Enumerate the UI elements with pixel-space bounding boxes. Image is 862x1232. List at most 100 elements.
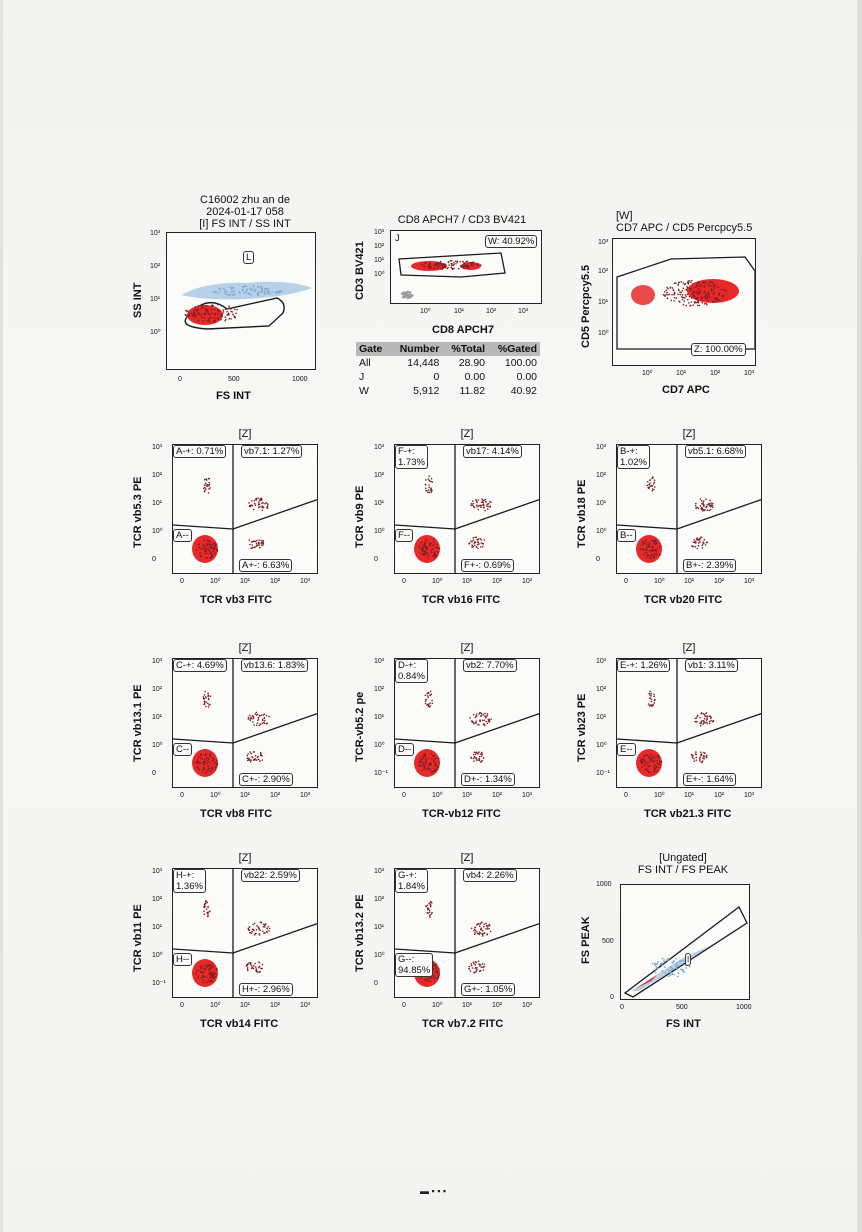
event-dot bbox=[427, 764, 429, 767]
event-dot bbox=[700, 284, 702, 286]
event-dot bbox=[473, 722, 475, 725]
event-dot bbox=[247, 293, 250, 295]
event-dot bbox=[673, 292, 676, 295]
event-dot bbox=[254, 290, 256, 293]
plot-area[interactable]: B-+: 1.02% vb5.1: 6.68% B-- B+-: 2.39% bbox=[616, 444, 762, 574]
event-dot bbox=[472, 713, 475, 716]
event-dot bbox=[651, 489, 654, 492]
plot-area[interactable]: L bbox=[166, 232, 316, 370]
event-dot bbox=[681, 289, 684, 292]
event-dots bbox=[247, 921, 271, 936]
event-dot bbox=[422, 548, 424, 551]
event-dot bbox=[199, 761, 201, 764]
event-dot bbox=[184, 314, 186, 316]
event-dot bbox=[280, 291, 283, 293]
event-dot bbox=[259, 751, 262, 754]
event-dot bbox=[667, 975, 670, 978]
event-dot bbox=[431, 480, 433, 483]
quadrant-label-ll: E-- bbox=[617, 743, 636, 756]
event-dot bbox=[480, 501, 483, 504]
event-dot bbox=[186, 314, 189, 317]
event-dot bbox=[483, 499, 485, 501]
event-dot bbox=[259, 546, 261, 549]
event-dot bbox=[474, 932, 476, 934]
event-dot bbox=[712, 502, 714, 505]
event-dot bbox=[209, 967, 212, 970]
event-dots bbox=[195, 963, 218, 984]
event-dot bbox=[259, 499, 261, 502]
event-dot bbox=[701, 302, 703, 304]
plot-area[interactable]: H-+: 1.36% vb22: 2.59% H-- H+-: 2.96% bbox=[172, 868, 318, 998]
y-tick: 10³ bbox=[152, 868, 163, 875]
event-dot bbox=[474, 933, 476, 936]
event-dot bbox=[433, 554, 435, 557]
event-dot bbox=[477, 922, 480, 925]
event-dot bbox=[652, 483, 655, 485]
event-dot bbox=[430, 488, 433, 490]
event-dot bbox=[695, 284, 698, 287]
event-dot bbox=[690, 301, 693, 303]
plot-area[interactable]: G-+: 1.84% vb4: 2.26% G--: 94.85% G+-: 1… bbox=[394, 868, 540, 998]
event-dot bbox=[677, 283, 679, 286]
plot-area[interactable]: D-+: 0.84% vb2: 7.70% D-- D+-: 1.34% bbox=[394, 658, 540, 788]
event-dot bbox=[687, 298, 689, 301]
event-dot bbox=[430, 491, 432, 494]
event-dot bbox=[481, 753, 483, 756]
plot-area[interactable]: F-+: 1.73% vb17: 4.14% F-- F+-: 0.69% bbox=[394, 444, 540, 574]
event-dot bbox=[429, 916, 431, 918]
event-dot bbox=[430, 266, 432, 269]
event-dot bbox=[247, 753, 249, 755]
event-dot bbox=[425, 539, 427, 542]
event-dot bbox=[473, 929, 475, 932]
event-dot bbox=[222, 309, 224, 311]
event-dot bbox=[654, 764, 656, 766]
event-dot bbox=[214, 552, 216, 555]
event-dot bbox=[639, 548, 641, 550]
event-dot bbox=[247, 963, 249, 965]
plot-area[interactable]: Z: 100.00% bbox=[612, 238, 756, 366]
event-dot bbox=[476, 932, 479, 935]
event-dot bbox=[204, 964, 207, 966]
x-tick: 10⁰ bbox=[210, 792, 221, 799]
x-tick: 10³ bbox=[300, 578, 311, 585]
event-dot bbox=[485, 720, 487, 723]
event-dot bbox=[207, 318, 210, 320]
event-dot bbox=[268, 293, 271, 295]
y-tick: 10⁰ bbox=[596, 742, 607, 749]
x-tick: 10² bbox=[492, 578, 503, 585]
event-dot bbox=[258, 966, 260, 969]
event-dot bbox=[258, 544, 260, 547]
event-dot bbox=[432, 544, 434, 546]
event-dot bbox=[214, 312, 217, 315]
event-dot bbox=[688, 295, 691, 298]
event-dot bbox=[682, 969, 684, 971]
event-dot bbox=[432, 976, 435, 978]
event-dot bbox=[268, 927, 271, 930]
plot-area[interactable]: A-+: 0.71% vb7.1: 1.27% A-- A+-: 6.63% bbox=[172, 444, 318, 574]
event-dot bbox=[244, 285, 247, 288]
event-dots bbox=[694, 712, 715, 727]
event-dot bbox=[420, 552, 422, 555]
event-dot bbox=[436, 971, 439, 973]
event-dot bbox=[645, 761, 647, 763]
plot-area[interactable]: I bbox=[620, 884, 750, 1000]
event-dot bbox=[697, 507, 700, 510]
stats-header: %Gated bbox=[488, 342, 540, 356]
y-tick: 0 bbox=[152, 770, 156, 777]
event-dot bbox=[696, 715, 698, 718]
event-dot bbox=[700, 751, 702, 753]
plot-area[interactable]: E-+: 1.26% vb1: 3.11% E-- E+-: 1.64% bbox=[616, 658, 762, 788]
event-dot bbox=[207, 964, 210, 966]
page-footer: ▬ ▪ ▪ ▪ bbox=[420, 1186, 447, 1196]
event-dot bbox=[453, 262, 455, 264]
x-tick: 10¹ bbox=[240, 1002, 251, 1009]
event-dot bbox=[711, 506, 714, 509]
plot-area[interactable]: C-+: 4.69% vb13.6: 1.83% C-- C+-: 2.90% bbox=[172, 658, 318, 788]
event-dot bbox=[430, 478, 433, 480]
event-dot bbox=[692, 283, 694, 285]
plot-area[interactable]: J W: 40.92% bbox=[390, 230, 542, 304]
event-dot bbox=[211, 759, 214, 762]
event-dot bbox=[434, 770, 436, 773]
event-dot bbox=[255, 966, 257, 968]
event-dot bbox=[422, 545, 425, 548]
